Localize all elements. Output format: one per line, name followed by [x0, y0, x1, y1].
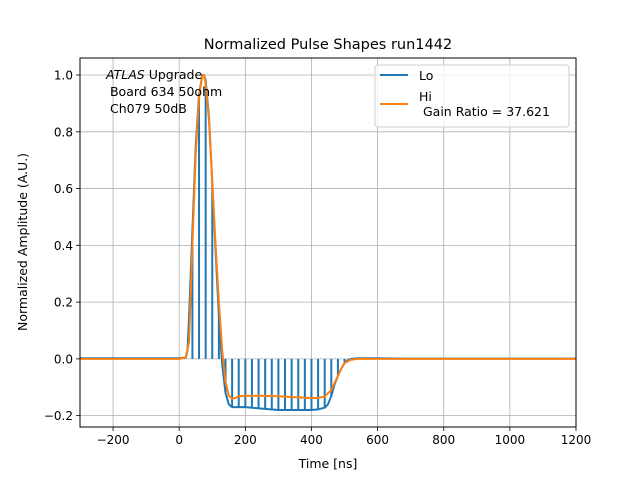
x-tick-label: 600 [366, 433, 389, 447]
chart-title: Normalized Pulse Shapes run1442 [204, 37, 452, 53]
y-tick-label: 0.4 [54, 239, 73, 253]
y-tick-label: 0.6 [54, 182, 73, 196]
legend-label-hi: Hi Gain Ratio = 37.621 [419, 89, 550, 119]
legend-label-hi-line: Gain Ratio = 37.621 [419, 104, 550, 119]
y-tick-label: 0.8 [54, 125, 73, 139]
legend: Lo Hi Gain Ratio = 37.621 [374, 64, 570, 128]
annotation: ATLAS Upgrade Board 634 50ohm Ch079 50dB [105, 67, 222, 116]
y-tick-label: 0.0 [54, 352, 73, 366]
x-tick-label: −200 [97, 433, 130, 447]
y-axis-label: Normalized Amplitude (A.U.) [15, 153, 30, 331]
x-tick-label: 400 [300, 433, 323, 447]
annotation-line-2: Board 634 50ohm [106, 84, 222, 99]
axis-ticks: −200 0 200 400 600 800 1000 1200 −0.2 0.0 0.2 0.4 0.… [44, 69, 591, 447]
y-tick-label: 1.0 [54, 69, 73, 83]
annotation-line-3: Ch079 50dB [106, 101, 187, 116]
x-tick-label: 200 [234, 433, 257, 447]
y-tick-label: −0.2 [44, 409, 73, 423]
series-hi-line [80, 74, 576, 400]
legend-label-lo: Lo [419, 68, 433, 83]
legend-label-hi-line: Hi [419, 89, 432, 104]
legend-frame [374, 64, 570, 128]
x-tick-label: 0 [175, 433, 183, 447]
annotation-upgrade: Upgrade [145, 67, 203, 82]
axes-frame [79, 57, 577, 428]
annotation-line-1: ATLAS Upgrade [105, 67, 202, 82]
x-tick-label: 1200 [561, 433, 592, 447]
annotation-atlas: ATLAS [105, 67, 145, 82]
x-tick-label: 1000 [495, 433, 526, 447]
x-axis-label: Time [ns] [298, 456, 358, 471]
x-tick-label: 800 [432, 433, 455, 447]
y-tick-label: 0.2 [54, 296, 73, 310]
plot-area [80, 74, 576, 411]
